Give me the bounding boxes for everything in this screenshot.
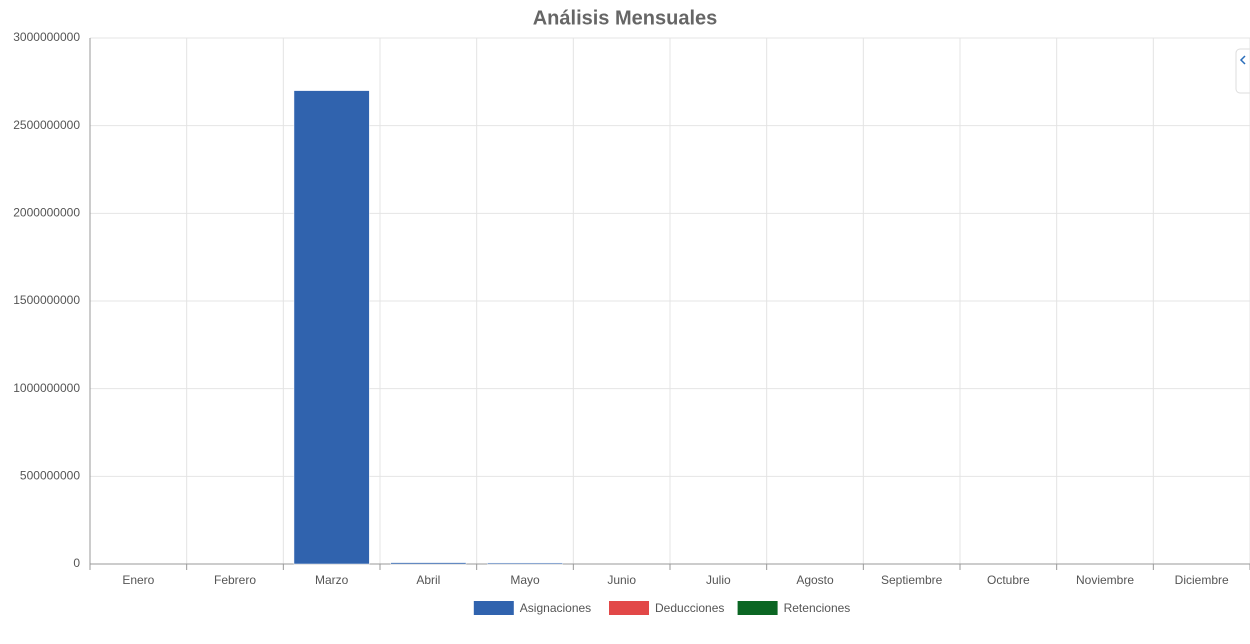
menu-button-box[interactable]	[1235, 48, 1250, 94]
x-tick-label: Julio	[706, 573, 731, 587]
legend-label: Asignaciones	[520, 601, 591, 615]
legend-swatch	[473, 601, 514, 615]
legend-label: Deducciones	[655, 601, 724, 615]
menu-arrow	[1239, 55, 1246, 65]
x-tick-label: Abril	[416, 573, 440, 587]
x-tick-label: Noviembre	[1076, 573, 1134, 587]
x-tick-label: Enero	[122, 573, 154, 587]
bar	[293, 90, 370, 565]
x-tick-label: Septiembre	[881, 573, 943, 587]
menu-button[interactable]	[1235, 48, 1250, 94]
chart-title: Análisis Mensuales	[533, 7, 718, 29]
x-tick-label: Febrero	[214, 573, 256, 587]
y-tick-label: 1000000000	[13, 381, 80, 395]
legend-swatch	[737, 601, 778, 615]
y-tick-label: 3000000000	[13, 30, 80, 44]
y-tick-label: 2000000000	[13, 206, 80, 220]
y-tick-label: 0	[73, 556, 80, 570]
x-tick-label: Junio	[607, 573, 636, 587]
y-tick-label: 500000000	[20, 469, 80, 483]
legend-swatch	[609, 601, 649, 615]
x-tick-label: Marzo	[315, 573, 349, 587]
x-tick-label: Mayo	[510, 573, 540, 587]
x-tick-label: Agosto	[796, 573, 834, 587]
bar	[390, 562, 467, 565]
y-tick-label: 1500000000	[13, 293, 80, 307]
y-tick-label: 2500000000	[13, 118, 80, 132]
bar	[487, 562, 563, 565]
x-tick-label: Diciembre	[1175, 573, 1229, 587]
x-tick-label: Octubre	[987, 573, 1030, 587]
legend-label: Retenciones	[784, 601, 851, 615]
